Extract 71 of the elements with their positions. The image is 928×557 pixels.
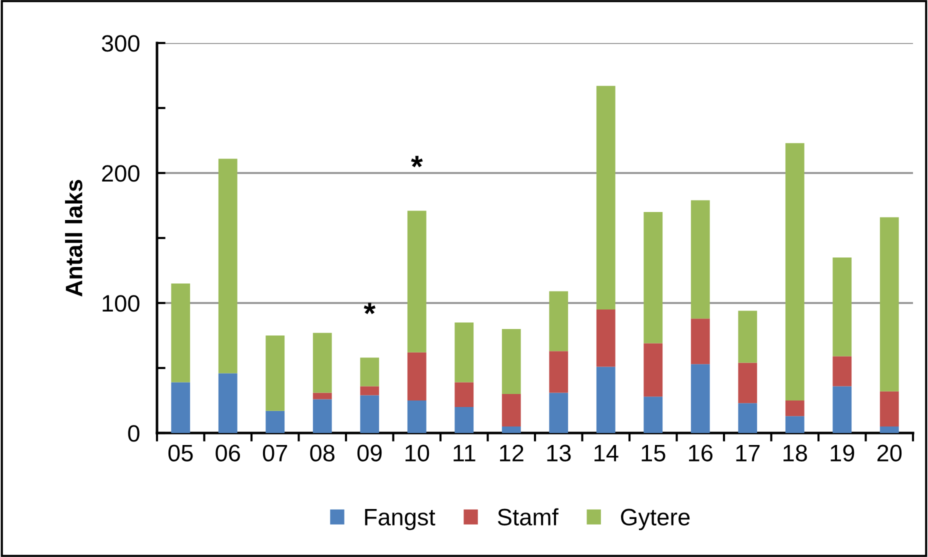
bar [785,416,804,433]
x-tick-label: 12 [500,444,524,462]
bar [644,212,663,344]
y-tick-label: 0 [128,425,140,442]
legend-label: Gytere [621,508,690,530]
x-tick-label: 11 [454,444,476,462]
bar [596,86,616,310]
x-tick-label: 05 [168,444,193,462]
bar [312,392,332,400]
bar [502,394,521,426]
x-tick-label: 10 [406,444,430,462]
bar [218,158,238,374]
bar [644,343,663,397]
bar [690,318,710,364]
bar [454,322,474,382]
bar [880,426,899,433]
legend-label: Stamf [498,508,558,526]
bar [218,373,238,433]
x-tick-label: 16 [689,444,712,462]
x-tick-label: 19 [830,444,854,462]
bar [832,386,852,433]
x-tick-label: 09 [357,444,382,462]
bar [832,258,852,356]
bar [454,407,474,433]
bar [502,426,521,433]
bar [880,217,899,392]
bar [549,291,568,352]
x-tick-label: 17 [736,444,760,462]
bar [738,362,758,404]
x-tick-label: 14 [594,444,618,462]
bar [407,352,426,400]
x-tick-label: 07 [262,444,288,462]
bar [644,396,663,433]
bar [407,400,426,433]
legend-label: Fangst [365,509,436,530]
bar [360,358,380,386]
bar [454,382,474,407]
bar [360,386,380,396]
bar [312,332,332,393]
bar [407,210,426,352]
x-tick-label: 13 [547,444,571,462]
bar [502,329,521,394]
y-tick-label: 300 [102,35,140,52]
bar [596,366,616,433]
y-tick-label: 200 [102,165,140,182]
y-tick-label: 100 [102,295,140,312]
bar [832,356,852,386]
annotation: * [411,156,423,168]
bar [266,336,285,411]
bar [266,410,285,433]
bar [738,403,758,433]
bar [171,382,190,433]
x-tick-label: 18 [784,444,807,462]
bar [690,200,710,319]
bar [690,364,710,433]
x-tick-label: 15 [642,444,666,462]
bar [738,310,758,363]
bar [549,392,568,433]
bar [171,284,190,382]
x-tick-label: 06 [216,444,240,462]
y-axis-title: Antall laks [65,180,82,296]
bar [880,391,899,426]
bar [360,395,380,433]
bar [785,143,804,400]
x-tick-label: 20 [877,444,902,462]
bar [785,400,804,416]
x-tick-label: 08 [310,444,334,462]
bar [312,399,332,433]
bar [596,310,616,367]
annotation: * [364,302,376,314]
bar [549,351,568,393]
